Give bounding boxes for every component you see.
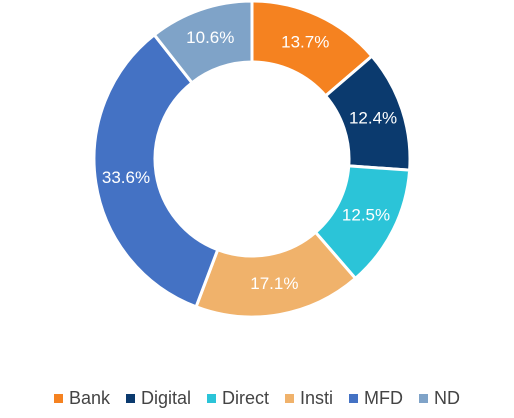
data-label: 10.6% — [186, 28, 234, 47]
legend-swatch — [285, 394, 295, 403]
data-label: 12.5% — [342, 206, 390, 225]
legend-label: Direct — [222, 388, 270, 408]
data-label: 33.6% — [102, 168, 150, 187]
plot: 13.7% 12.4% 12.5% 17.1% 33.6% 10.6% — [92, 0, 412, 319]
legend-label: ND — [434, 388, 461, 408]
legend: Bank Digital Direct Insti MFD ND — [0, 388, 514, 409]
legend-item: MFD — [349, 388, 403, 409]
slice — [152, 0, 254, 85]
legend-item: Insti — [285, 388, 333, 409]
legend-label: Insti — [300, 388, 334, 408]
legend-swatch — [207, 394, 217, 403]
legend-swatch — [349, 394, 359, 403]
data-label: 17.1% — [250, 274, 298, 293]
legend-swatch — [419, 394, 429, 403]
legend-swatch — [125, 394, 135, 403]
legend-item: Digital — [125, 388, 192, 409]
data-label: 13.7% — [281, 33, 329, 52]
slice — [92, 32, 220, 309]
data-label: 12.4% — [349, 108, 397, 127]
legend-item: Bank — [53, 388, 110, 409]
legend-label: MFD — [364, 388, 404, 408]
legend-swatch — [53, 394, 63, 403]
legend-label: Bank — [68, 388, 110, 408]
legend-item: ND — [419, 388, 460, 409]
legend-label: Digital — [140, 388, 192, 408]
legend-item: Direct — [207, 388, 269, 409]
